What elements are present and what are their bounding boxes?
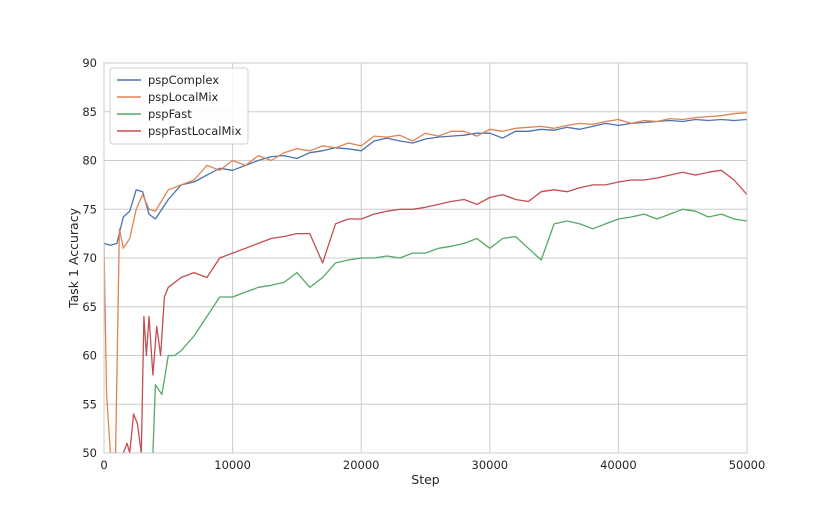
x-tick-label: 0 xyxy=(100,458,107,472)
legend-entry: pspFast xyxy=(148,107,192,121)
plot-frame xyxy=(103,62,748,454)
series-line-pspLocalMix xyxy=(104,112,747,453)
x-tick-label: 20000 xyxy=(343,458,380,472)
y-tick-label: 60 xyxy=(82,349,97,363)
series-line-pspFast xyxy=(152,208,747,453)
y-tick-label: 70 xyxy=(82,251,97,265)
y-axis-label: Task 1 Accuracy xyxy=(66,207,81,309)
y-tick-label: 85 xyxy=(82,105,97,119)
y-tick-label: 65 xyxy=(82,300,97,314)
x-tick-label: 10000 xyxy=(214,458,251,472)
tick-labels: 0 10000 20000 30000 40000 50000 50 55 60 65 70 75 80… xyxy=(82,56,765,472)
x-axis-label: Step xyxy=(411,472,440,487)
legend-entry: pspLocalMix xyxy=(148,90,219,104)
legend: pspComplex pspLocalMix pspFast pspFastLocal… xyxy=(109,67,249,145)
series-line-pspFastLocalMix xyxy=(122,169,747,453)
y-tick-label: 80 xyxy=(82,154,97,168)
y-tick-label: 50 xyxy=(82,446,97,460)
x-tick-label: 30000 xyxy=(472,458,509,472)
y-tick-label: 90 xyxy=(82,56,97,70)
y-tick-label: 75 xyxy=(82,202,97,216)
legend-entry: pspFastLocalMix xyxy=(148,124,242,138)
x-tick-label: 40000 xyxy=(600,458,637,472)
legend-box xyxy=(109,67,249,145)
legend-entry: pspComplex xyxy=(148,73,219,87)
y-tick-label: 55 xyxy=(82,397,97,411)
x-tick-label: 50000 xyxy=(729,458,766,472)
series-lines xyxy=(104,112,747,453)
